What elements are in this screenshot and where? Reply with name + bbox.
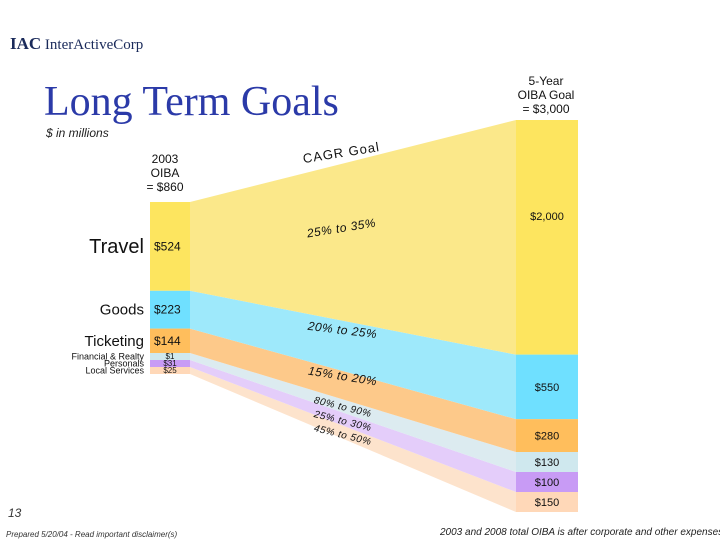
end-value-label-ticketing: $280 — [535, 431, 559, 443]
start-bar-travel — [150, 202, 190, 291]
company-logo: IAC InterActiveCorp — [10, 34, 144, 53]
segment-name-personals: Personals — [104, 359, 145, 369]
end-value-label-personals: $100 — [535, 477, 559, 489]
flow-band-ticketing — [190, 328, 516, 452]
start-value-label-ticketing: $144 — [154, 334, 181, 348]
end-value-label-goods: $550 — [535, 382, 559, 394]
start-value-label-financial-realty: $1 — [166, 352, 175, 361]
end-bar-personals — [516, 472, 578, 492]
segment-name-financial-realty: Financial & Realty — [71, 352, 144, 362]
start-bar-financial-realty — [150, 353, 190, 360]
end-bar-goods — [516, 354, 578, 420]
start-total-annotation: 2003 OIBA = $860 — [146, 152, 184, 194]
end-value-label-local-services: $150 — [535, 497, 559, 509]
start-value-label-personals: $31 — [163, 359, 177, 368]
flow-band-goods — [190, 290, 516, 420]
segment-name-local-services: Local Services — [85, 366, 144, 376]
page-number: 13 — [8, 506, 22, 520]
start-bar-local-services — [150, 367, 190, 374]
end-bar-travel — [516, 120, 578, 355]
end-bar-ticketing — [516, 419, 578, 452]
end-value-label-financial-realty: $130 — [535, 457, 559, 469]
start-bar-personals — [150, 360, 190, 367]
flow-band-financial-realty — [190, 353, 516, 472]
segment-name-goods: Goods — [100, 302, 144, 319]
start-value-label-goods: $223 — [154, 303, 181, 317]
segment-name-ticketing: Ticketing — [85, 333, 144, 350]
start-value-label-travel: $524 — [154, 239, 181, 253]
start-bar-goods — [150, 290, 190, 329]
flow-band-local-services — [190, 367, 516, 512]
end-bar-local-services — [516, 492, 578, 512]
end-value-label-travel: $2,000 — [530, 211, 564, 223]
units-subtitle: $ in millions — [46, 126, 109, 140]
disclaimer-footer: Prepared 5/20/04 - Read important discla… — [6, 530, 178, 539]
start-value-label-local-services: $25 — [163, 366, 177, 375]
page-title: Long Term Goals — [44, 79, 339, 125]
start-bar-ticketing — [150, 328, 190, 353]
end-bar-financial-realty — [516, 452, 578, 472]
flow-band-travel — [190, 120, 516, 355]
segment-name-travel: Travel — [89, 236, 144, 258]
end-total-annotation: 5-Year OIBA Goal = $3,000 — [517, 74, 575, 116]
flow-band-personals — [190, 360, 516, 492]
expense-footnote: 2003 and 2008 total OIBA is after corpor… — [440, 527, 720, 538]
